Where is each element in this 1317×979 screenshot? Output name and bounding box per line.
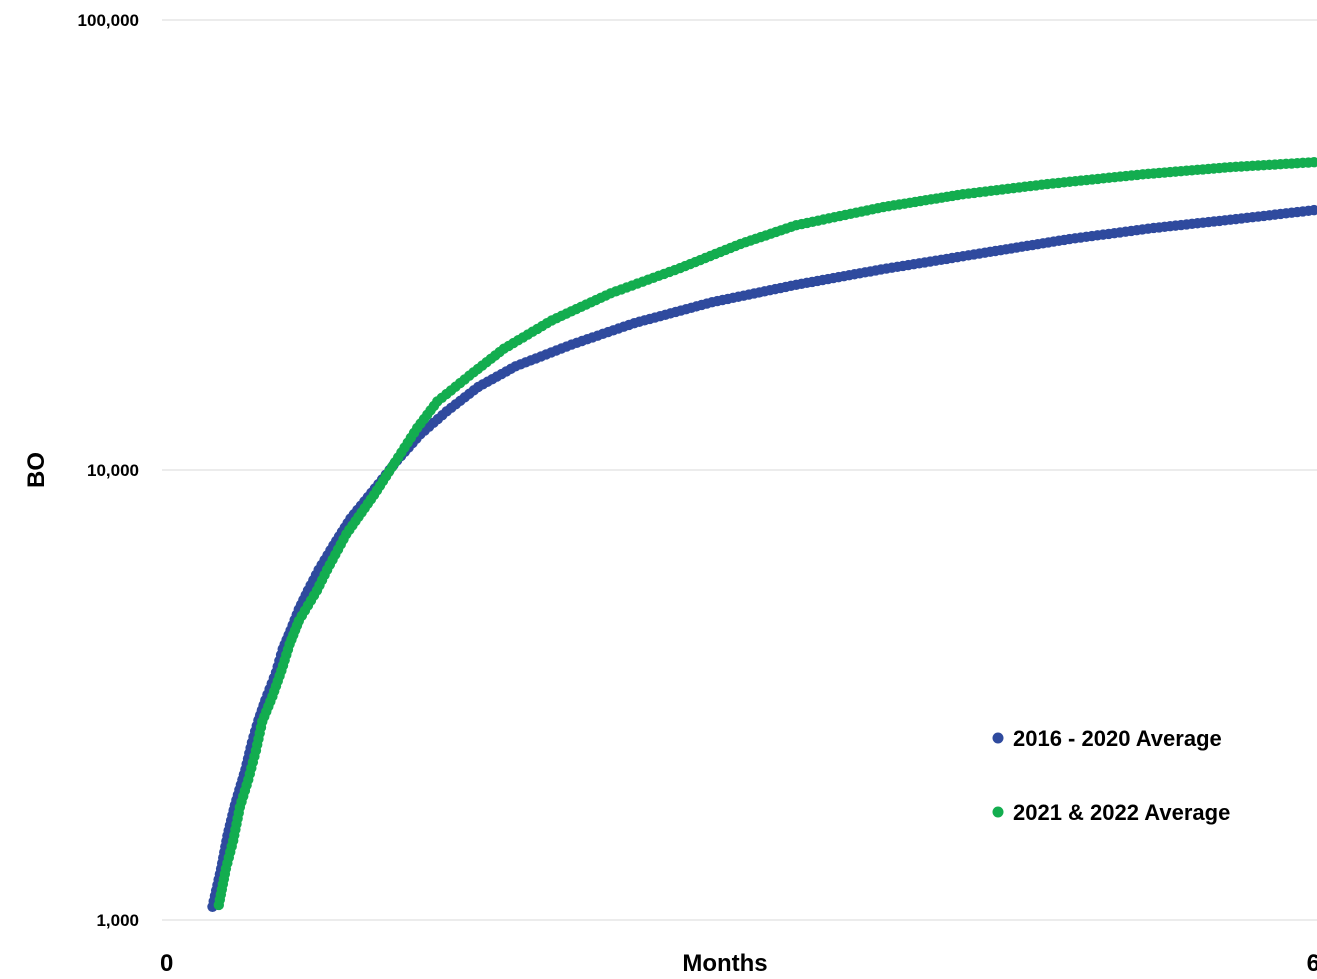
legend-marker <box>992 732 1004 744</box>
x-tick-label: 6 <box>1307 950 1317 977</box>
data-point <box>1308 157 1317 168</box>
legend: 2016 - 2020 Average 2021 & 2022 Average <box>992 726 1230 825</box>
y-axis-title: BO <box>23 452 50 488</box>
y-tick-label: 10,000 <box>87 461 139 480</box>
y-tick-label: 1,000 <box>96 911 139 930</box>
legend-marker <box>992 806 1004 818</box>
gridlines <box>162 19 1317 921</box>
data-point <box>1308 204 1317 216</box>
legend-label: 2021 & 2022 Average <box>1013 800 1230 825</box>
series-2 <box>213 157 1317 911</box>
x-tick-label: 0 <box>160 950 173 977</box>
legend-label: 2016 - 2020 Average <box>1013 726 1222 751</box>
series-layer <box>207 157 1317 912</box>
y-tick-labels: 1,000 10,000 100,000 <box>78 11 139 930</box>
x-axis-title: Months <box>682 950 767 977</box>
y-tick-label: 100,000 <box>78 11 139 30</box>
